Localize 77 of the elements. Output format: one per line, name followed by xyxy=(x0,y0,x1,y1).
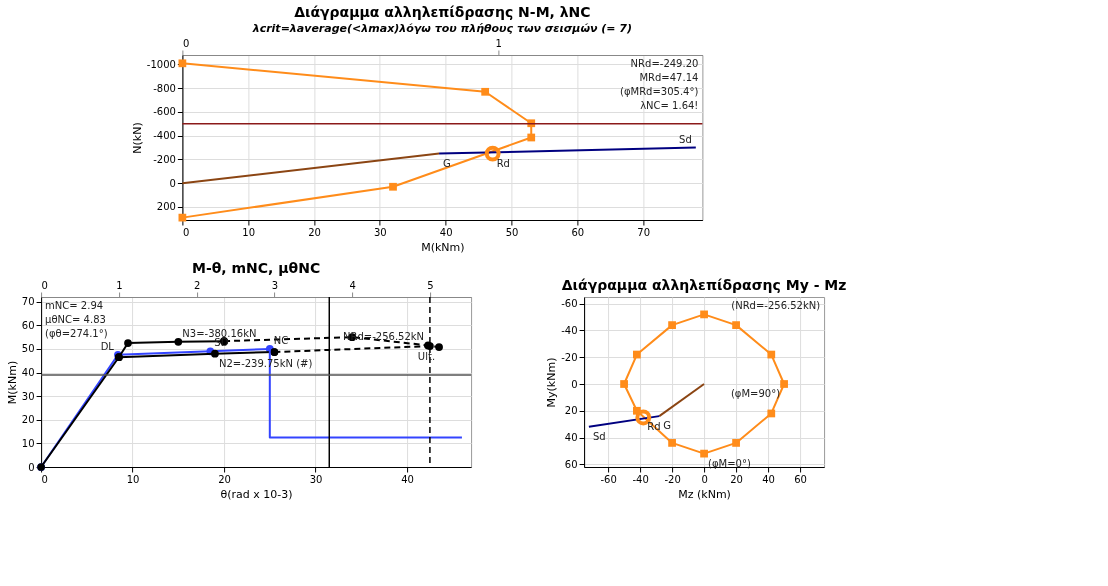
x2-tick-label: 3 xyxy=(271,279,279,291)
x-tick-label: 0 xyxy=(41,473,48,485)
x-axis-title: Mz (kNm) xyxy=(678,487,731,501)
y-tick-label: 40 xyxy=(21,367,35,379)
x2-tick-label: 1 xyxy=(495,37,502,49)
x-tick-label: 40 xyxy=(439,226,453,238)
y-tick-label: -60 xyxy=(561,298,578,310)
x-tick-label: 10 xyxy=(126,473,140,485)
x-tick-label: 20 xyxy=(218,473,231,485)
annotation: (φθ=274.1°) xyxy=(45,328,108,339)
annotation: (NRd=-256.52kN) xyxy=(731,300,821,311)
annotation: NRd=-249.20 xyxy=(630,58,699,69)
y-tick-label: 60 xyxy=(21,319,35,331)
x-tick-label: 60 xyxy=(794,473,807,485)
annotation: Sd xyxy=(592,430,606,442)
y-tick-label: -400 xyxy=(153,130,176,142)
x-tick-label: 40 xyxy=(401,473,414,485)
y-tick-label: 70 xyxy=(21,296,35,308)
annotation: μθNC= 4.83 xyxy=(45,314,106,325)
x-tick-label: 0 xyxy=(701,473,708,485)
annotation: MRd=47.14 xyxy=(639,72,699,83)
y-tick-label: -600 xyxy=(153,106,176,118)
y-tick-label: 200 xyxy=(156,201,176,213)
annotation: G xyxy=(663,420,672,432)
x-tick-label: 40 xyxy=(762,473,775,485)
annotation: λNC= 1.64! xyxy=(640,100,699,111)
x-axis-title: θ(rad x 10-3) xyxy=(220,487,293,501)
x-tick-label: 20 xyxy=(730,473,743,485)
x-tick-label: 30 xyxy=(373,226,387,238)
x2-tick-label: 0 xyxy=(182,37,190,49)
annotation: mNC= 2.94 xyxy=(45,300,104,311)
x2-tick-label: 1 xyxy=(116,279,123,291)
annotation: DL xyxy=(100,340,115,352)
x-tick-label: 0 xyxy=(182,226,190,238)
y-tick-label: -40 xyxy=(561,324,578,336)
x2-tick-label: 5 xyxy=(427,279,434,291)
y-tick-label: 0 xyxy=(169,177,176,189)
y-tick-label: -20 xyxy=(561,351,578,363)
annotation: Rd xyxy=(496,157,510,169)
x2-tick-label: 4 xyxy=(349,279,356,291)
y-axis-title: M(kNm) xyxy=(5,360,19,405)
x2-tick-label: 0 xyxy=(41,279,48,291)
x-tick-label: 70 xyxy=(637,226,651,238)
x-tick-label: 50 xyxy=(505,226,519,238)
annotation: Sd xyxy=(679,133,692,145)
x-axis-title: M(kNm) xyxy=(421,240,465,254)
x-tick-label: -20 xyxy=(664,473,681,485)
y-tick-label: -200 xyxy=(153,153,176,165)
annotation: G xyxy=(443,157,451,169)
x-tick-label: 30 xyxy=(309,473,323,485)
chart-title: Διάγραμμα αλληλεπίδρασης N-M, λNC xyxy=(294,4,591,20)
chart-title: M-θ, mNC, μθNC xyxy=(191,260,321,276)
x-tick-label: 10 xyxy=(242,226,256,238)
annotation: (φMRd=305.4°) xyxy=(620,86,699,97)
annotation: (φM=90°) xyxy=(730,388,781,400)
annotation: (φM=0°) xyxy=(708,457,751,469)
y-tick-label: -800 xyxy=(153,82,176,94)
y-tick-label: 20 xyxy=(21,414,35,426)
y-tick-label: 0 xyxy=(571,378,578,390)
y-tick-label: 30 xyxy=(21,390,35,402)
annotation: Ult. xyxy=(417,351,436,363)
x-tick-label: -40 xyxy=(632,473,649,485)
chart-subtitle: λcrit=λaverage(<λmax)λόγω του πλήθους των σεισμών (= 7) xyxy=(251,22,633,35)
y-tick-label: 60 xyxy=(564,458,578,470)
y-axis-title: N(kN) xyxy=(130,122,144,154)
x-tick-label: -60 xyxy=(600,473,617,485)
y-tick-label: 0 xyxy=(28,461,35,473)
y-tick-label: 10 xyxy=(21,437,35,449)
y-tick-label: 40 xyxy=(564,432,578,444)
x-tick-label: 20 xyxy=(308,226,321,238)
y-tick-label: 50 xyxy=(21,343,35,355)
x2-tick-label: 2 xyxy=(193,279,201,291)
y-tick-label: 20 xyxy=(564,405,578,417)
y-tick-label: -1000 xyxy=(146,59,176,70)
y-axis-title: My(kNm) xyxy=(545,357,559,408)
chart-title: Διάγραμμα αλληλεπίδρασης My - Mz xyxy=(561,277,847,293)
annotation: N3=-380.16kN xyxy=(182,327,257,339)
